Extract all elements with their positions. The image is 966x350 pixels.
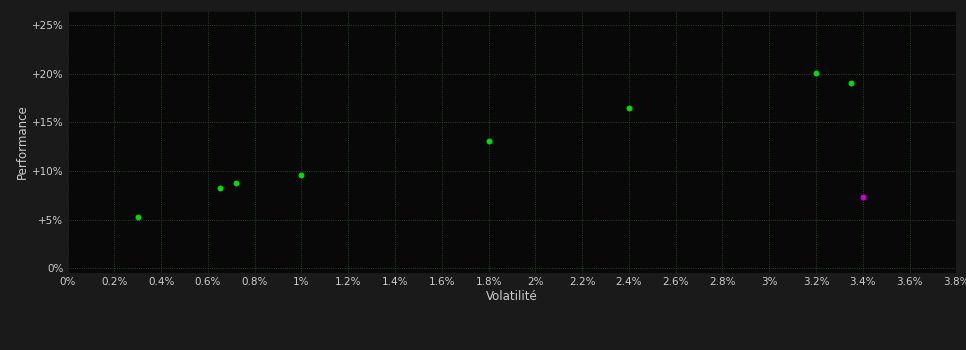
Point bbox=[481, 138, 497, 144]
Point bbox=[228, 180, 243, 186]
Point bbox=[130, 214, 146, 219]
Y-axis label: Performance: Performance bbox=[15, 104, 29, 179]
Point bbox=[843, 80, 859, 86]
Point bbox=[212, 186, 227, 191]
Point bbox=[855, 194, 870, 200]
Point bbox=[621, 105, 637, 111]
Point bbox=[294, 172, 309, 177]
Point bbox=[809, 70, 824, 76]
X-axis label: Volatilité: Volatilité bbox=[486, 290, 538, 303]
